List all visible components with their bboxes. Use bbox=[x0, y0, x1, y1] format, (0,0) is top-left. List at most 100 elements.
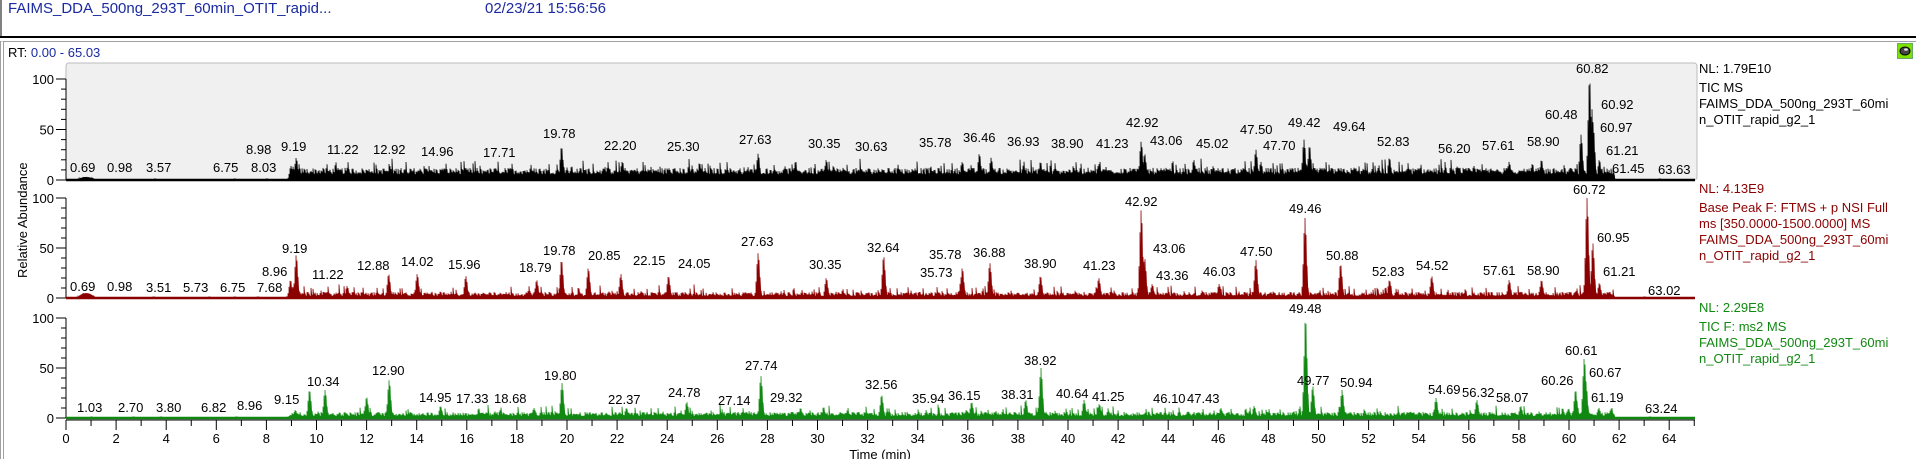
peak-label: 11.22 bbox=[327, 142, 359, 157]
peak-label: 58.90 bbox=[1527, 263, 1560, 278]
peak-label: 47.50 bbox=[1240, 122, 1273, 137]
peak-label: 43.36 bbox=[1156, 268, 1189, 283]
peak-label: 12.90 bbox=[372, 363, 405, 378]
peak-label: 0.69 bbox=[70, 160, 95, 175]
svg-text:40: 40 bbox=[1061, 431, 1075, 446]
svg-text:0: 0 bbox=[47, 291, 54, 306]
peak-label: 42.92 bbox=[1125, 194, 1158, 209]
svg-text:62: 62 bbox=[1612, 431, 1626, 446]
peak-label: 35.78 bbox=[929, 247, 962, 262]
peak-label: 6.82 bbox=[201, 400, 226, 415]
peak-label: 30.35 bbox=[809, 257, 842, 272]
peak-label: 8.03 bbox=[251, 160, 276, 175]
peak-label: 38.90 bbox=[1051, 136, 1084, 151]
panel-2-desc-4: n_OTIT_rapid_g2_1 bbox=[1699, 248, 1816, 263]
svg-text:12: 12 bbox=[359, 431, 373, 446]
panel-3: 0 50 100 1.03 2.70 3.80 6.82 8.96 9.15 10.34 12.90… bbox=[32, 301, 1696, 426]
peak-label: 30.35 bbox=[808, 136, 841, 151]
peak-label: 49.46 bbox=[1289, 201, 1322, 216]
peak-label: 6.75 bbox=[220, 280, 245, 295]
panel-2-desc-2: ms [350.0000-1500.0000] MS bbox=[1699, 216, 1871, 231]
peak-label: 14.95 bbox=[419, 390, 452, 405]
pin-icon[interactable] bbox=[1897, 43, 1913, 59]
svg-text:0: 0 bbox=[62, 431, 69, 446]
peak-label: 50.88 bbox=[1326, 248, 1359, 263]
peak-label: 24.05 bbox=[678, 256, 711, 271]
svg-text:52: 52 bbox=[1361, 431, 1375, 446]
chromatogram-frame bbox=[0, 41, 1916, 459]
peak-label: 38.92 bbox=[1024, 353, 1057, 368]
peak-label: 46.10 bbox=[1153, 391, 1186, 406]
peak-label: 43.06 bbox=[1153, 241, 1186, 256]
panel-1-desc-3: n_OTIT_rapid_g2_1 bbox=[1699, 112, 1816, 127]
svg-text:28: 28 bbox=[760, 431, 774, 446]
panel-1-desc-2: FAIMS_DDA_500ng_293T_60mi bbox=[1699, 96, 1889, 111]
peak-label: 3.80 bbox=[156, 400, 181, 415]
peak-label: 36.88 bbox=[973, 245, 1006, 260]
peak-label: 41.23 bbox=[1096, 136, 1129, 151]
peak-label: 29.32 bbox=[770, 390, 803, 405]
panel-3-desc-1: TIC F: ms2 MS bbox=[1699, 319, 1787, 334]
svg-text:24: 24 bbox=[660, 431, 674, 446]
peak-label: 49.64 bbox=[1333, 119, 1366, 134]
peak-label: 35.78 bbox=[919, 135, 952, 150]
peak-label: 25.30 bbox=[667, 139, 700, 154]
peak-label: 8.98 bbox=[246, 142, 271, 157]
svg-text:0: 0 bbox=[47, 411, 54, 426]
peak-label: 61.19 bbox=[1591, 390, 1624, 405]
peak-label: 22.15 bbox=[633, 253, 666, 268]
peak-label: 19.78 bbox=[543, 243, 576, 258]
svg-text:22: 22 bbox=[610, 431, 624, 446]
svg-text:50: 50 bbox=[1311, 431, 1325, 446]
peak-label: 18.68 bbox=[494, 391, 527, 406]
svg-text:48: 48 bbox=[1261, 431, 1275, 446]
peak-label: 38.90 bbox=[1024, 256, 1057, 271]
svg-text:54: 54 bbox=[1411, 431, 1425, 446]
svg-text:32: 32 bbox=[860, 431, 874, 446]
peak-label: 9.19 bbox=[282, 241, 307, 256]
svg-text:100: 100 bbox=[32, 191, 54, 206]
panel-3-desc-3: n_OTIT_rapid_g2_1 bbox=[1699, 351, 1816, 366]
svg-text:64: 64 bbox=[1662, 431, 1676, 446]
rt-range: RT: 0.00 - 65.03 bbox=[8, 45, 100, 60]
panel-2-info: NL: 4.13E9 Base Peak F: FTMS + p NSI Ful… bbox=[1699, 181, 1888, 264]
peak-label: 61.21 bbox=[1606, 143, 1639, 158]
peak-label: 52.83 bbox=[1377, 134, 1410, 149]
panel-1-desc-1: TIC MS bbox=[1699, 80, 1744, 95]
svg-text:42: 42 bbox=[1111, 431, 1125, 446]
peak-label: 63.24 bbox=[1645, 401, 1678, 416]
peak-label: 43.06 bbox=[1150, 133, 1183, 148]
peak-label: 10.34 bbox=[307, 374, 340, 389]
svg-text:56: 56 bbox=[1462, 431, 1476, 446]
peak-label: 60.92 bbox=[1601, 97, 1634, 112]
peak-label: 60.72 bbox=[1573, 182, 1606, 197]
peak-label: 8.96 bbox=[262, 264, 287, 279]
panel-1: 0 50 100 0.69 0.98 3.57 6.75 8.03 8.98 9.19 11.22 1… bbox=[32, 61, 1698, 188]
peak-label: 15.96 bbox=[448, 257, 481, 272]
file-name: FAIMS_DDA_500ng_293T_60min_OTIT_rapid... bbox=[8, 0, 332, 17]
peak-label: 40.64 bbox=[1056, 386, 1089, 401]
peak-label: 60.95 bbox=[1597, 230, 1630, 245]
peak-label: 27.63 bbox=[739, 132, 772, 147]
x-axis-label: Time (min) bbox=[849, 447, 911, 459]
peak-label: 36.46 bbox=[963, 130, 996, 145]
svg-text:100: 100 bbox=[32, 311, 54, 326]
peak-label: 27.63 bbox=[741, 234, 774, 249]
peak-label: 17.33 bbox=[456, 391, 489, 406]
panel-3-info: NL: 2.29E8 TIC F: ms2 MS FAIMS_DDA_500ng… bbox=[1699, 300, 1888, 367]
svg-text:30: 30 bbox=[810, 431, 824, 446]
peak-label: 3.57 bbox=[146, 160, 171, 175]
peak-label: 22.20 bbox=[604, 138, 637, 153]
peak-label: 0.69 bbox=[70, 279, 95, 294]
peak-label: 18.79 bbox=[519, 260, 552, 275]
peak-label: 19.80 bbox=[544, 368, 577, 383]
svg-text:4: 4 bbox=[163, 431, 170, 446]
svg-text:36: 36 bbox=[961, 431, 975, 446]
svg-text:50: 50 bbox=[40, 241, 54, 256]
peak-label: 32.56 bbox=[865, 377, 898, 392]
peak-label: 30.63 bbox=[855, 139, 888, 154]
peak-label: 60.82 bbox=[1576, 61, 1609, 76]
peak-label: 27.74 bbox=[745, 358, 778, 373]
peak-label: 56.20 bbox=[1438, 141, 1471, 156]
pin-glyph-icon bbox=[1899, 46, 1911, 56]
